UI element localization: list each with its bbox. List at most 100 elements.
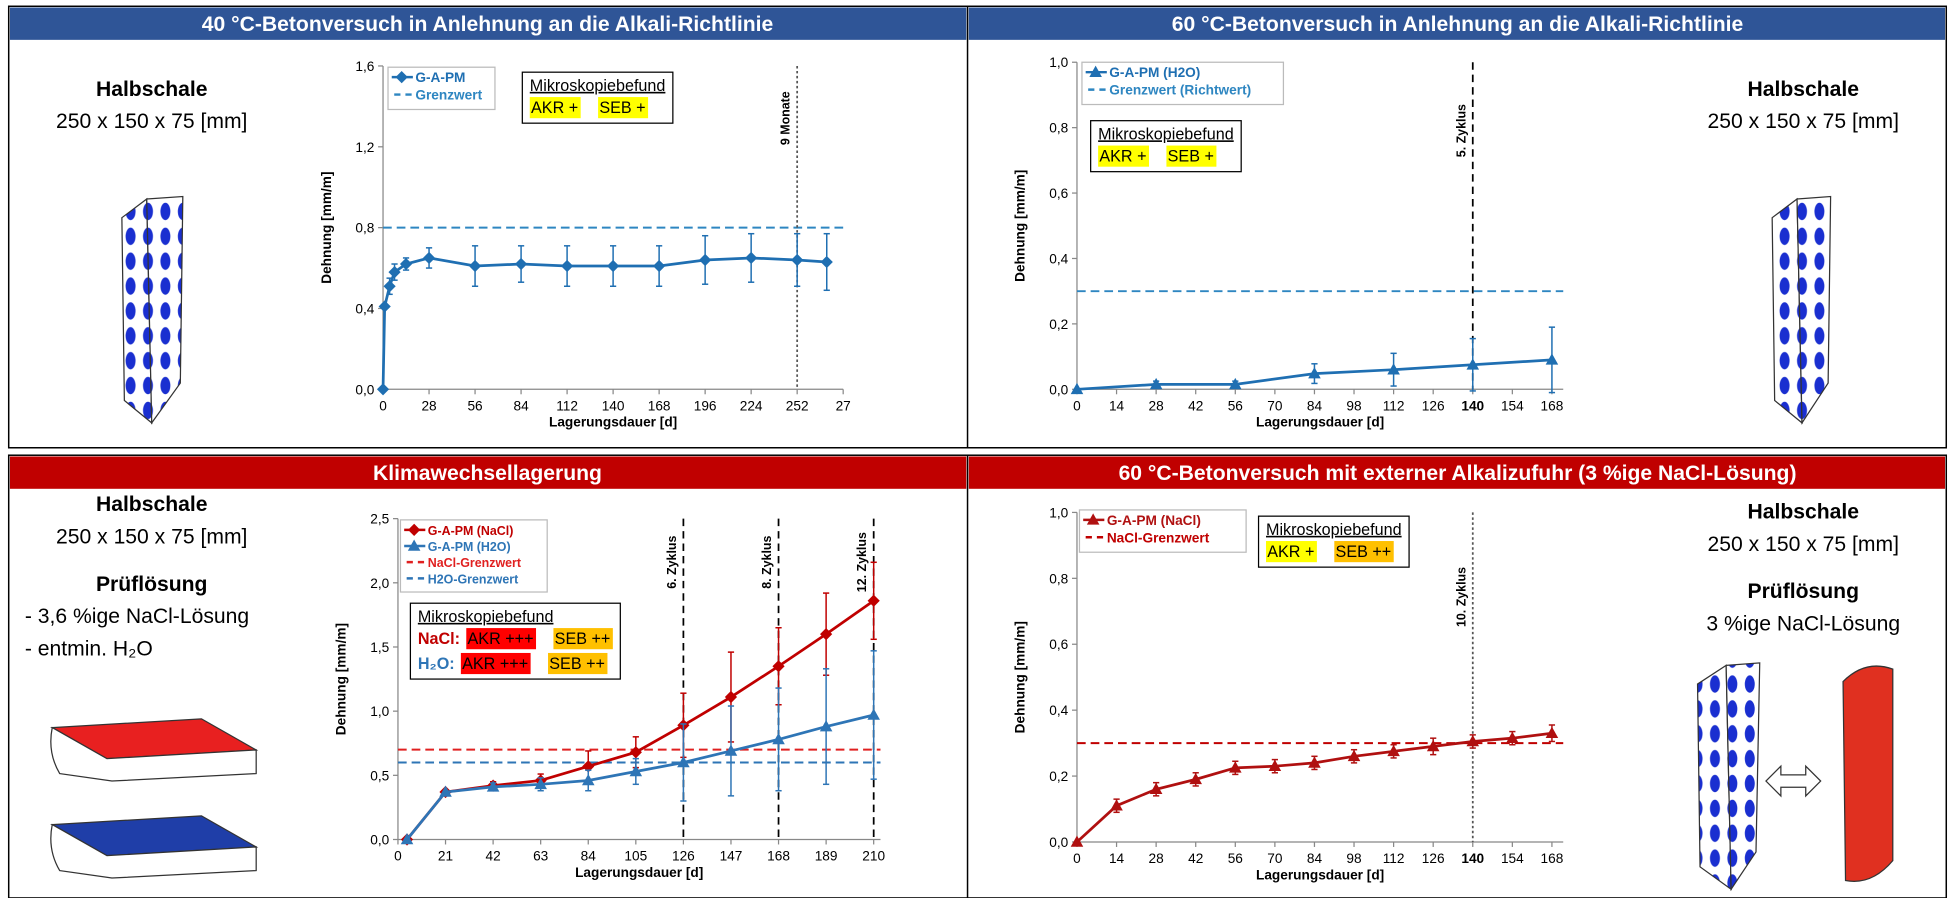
- befund-highlight: [460, 652, 531, 675]
- befund-highlight: [553, 628, 613, 650]
- marker: [724, 690, 738, 704]
- y-tick-label: 0,2: [1049, 769, 1068, 784]
- side-note: 250 x 150 x 75 [mm]: [56, 110, 247, 133]
- befund-item: AKR +: [531, 99, 578, 117]
- y-tick-label: 0,6: [1049, 637, 1068, 652]
- side-note: 250 x 150 x 75 [mm]: [1708, 533, 1899, 556]
- y-tick-label: 0,5: [370, 768, 389, 783]
- marker: [1268, 759, 1282, 771]
- half-shell-drawing: [1771, 195, 1832, 425]
- y-tick-label: 1,5: [370, 640, 389, 655]
- x-tick-label: 70: [1267, 398, 1283, 413]
- marker: [439, 785, 452, 797]
- legend-label: NaCl-Grenzwert: [428, 556, 521, 570]
- y-tick-label: 1,2: [355, 140, 374, 155]
- befund-item: AKR +++: [462, 655, 528, 673]
- marker: [1466, 358, 1480, 370]
- befund-label: H₂O:: [418, 655, 455, 673]
- x-tick-label: 140: [1461, 398, 1484, 413]
- marker: [534, 777, 547, 790]
- x-tick-label: 84: [1307, 851, 1323, 866]
- panel-title: 60 °C-Betonversuch in Anlehnung an die A…: [1172, 13, 1744, 36]
- y-tick-label: 0,8: [1049, 121, 1068, 136]
- x-tick-label: 84: [513, 398, 529, 413]
- x-tick-label: 56: [1228, 851, 1243, 866]
- cycle-label: 12. Zyklus: [855, 532, 869, 592]
- panel-title: Klimawechsellagerung: [373, 462, 602, 485]
- x-tick-label: 154: [1501, 851, 1524, 866]
- marker: [1086, 513, 1100, 525]
- befund-highlight: [529, 97, 581, 119]
- befund-highlight: [1266, 541, 1317, 563]
- marker: [819, 720, 833, 732]
- marker: [1070, 835, 1084, 847]
- marker: [724, 744, 738, 756]
- befund-highlight: [1166, 145, 1217, 167]
- x-tick-label: 126: [672, 849, 695, 864]
- legend-label: Grenzwert: [415, 88, 482, 103]
- marker: [395, 71, 408, 84]
- x-tick-label: 56: [1228, 398, 1243, 413]
- shell-cylinder-drawing: [1696, 662, 1894, 892]
- befund-item: AKR +: [1267, 543, 1314, 561]
- header-bar: [968, 456, 1946, 489]
- x-tick-label: 140: [1461, 851, 1484, 866]
- marker: [867, 708, 880, 720]
- marker: [1149, 782, 1163, 795]
- series-line: [1076, 731, 1553, 843]
- x-tick-label: 168: [1541, 398, 1564, 413]
- x-tick-label: 0: [394, 849, 402, 864]
- header-bar: [9, 7, 967, 40]
- legend-label: G-A-PM (H2O): [428, 540, 511, 554]
- x-tick-label: 27: [836, 398, 851, 413]
- befund-title: Mikroskopiebefund: [1266, 521, 1402, 539]
- befund-title: Mikroskopiebefund: [530, 77, 666, 95]
- x-tick-label: 42: [486, 849, 501, 864]
- x-tick-label: 21: [438, 849, 453, 864]
- cycle-label: 6. Zyklus: [665, 536, 679, 589]
- x-tick-label: 63: [533, 849, 548, 864]
- marker: [1387, 363, 1400, 375]
- legend-box: [1078, 509, 1247, 553]
- panel-title: 40 °C-Betonversuch in Anlehnung an die A…: [202, 13, 774, 36]
- befund-item: SEB +: [599, 99, 645, 117]
- side-note: Prüflösung: [96, 573, 207, 596]
- marker: [1110, 799, 1123, 811]
- panel-title: 60 °C-Betonversuch mit externer Alkalizu…: [1119, 462, 1797, 485]
- legend-label: H2O-Grenzwert: [428, 572, 518, 586]
- side-note: Halbschale: [96, 493, 208, 516]
- legend-box: [399, 519, 548, 593]
- y-tick-label: 1,0: [370, 704, 389, 719]
- befund-item: AKR +++: [468, 630, 534, 648]
- half-shell-drawing: [121, 195, 184, 425]
- y-tick-label: 1,6: [355, 59, 374, 74]
- legend-label: NaCl-Grenzwert: [1107, 530, 1210, 545]
- marker: [422, 251, 436, 265]
- befund-highlight: [1334, 541, 1394, 563]
- x-tick-label: 98: [1346, 398, 1361, 413]
- legend-label: G-A-PM (H2O): [1109, 65, 1200, 80]
- x-tick-label: 42: [1188, 398, 1203, 413]
- x-tick-label: 56: [467, 398, 482, 413]
- marker: [400, 832, 414, 845]
- y-tick-label: 0,4: [355, 301, 374, 316]
- x-tick-label: 140: [602, 398, 625, 413]
- befund-highlight: [598, 97, 649, 119]
- marker: [383, 280, 396, 293]
- befund-label: NaCl:: [418, 630, 460, 648]
- side-note: Prüflösung: [1748, 580, 1859, 603]
- x-tick-label: 126: [1422, 851, 1445, 866]
- x-axis-title: Lagerungsdauer [d]: [1256, 867, 1384, 882]
- befund-highlight: [1098, 145, 1150, 167]
- befund-item: AKR +: [1099, 148, 1146, 166]
- x-tick-label: 42: [1188, 851, 1203, 866]
- marker: [820, 628, 833, 641]
- marker: [1229, 377, 1242, 390]
- befund-item: SEB +: [1168, 148, 1214, 166]
- side-note: - entmin. H₂O: [25, 637, 153, 660]
- marker: [607, 259, 620, 273]
- x-tick-label: 98: [1346, 851, 1361, 866]
- x-tick-label: 112: [556, 398, 578, 413]
- cycle-label: 10. Zyklus: [1454, 567, 1468, 627]
